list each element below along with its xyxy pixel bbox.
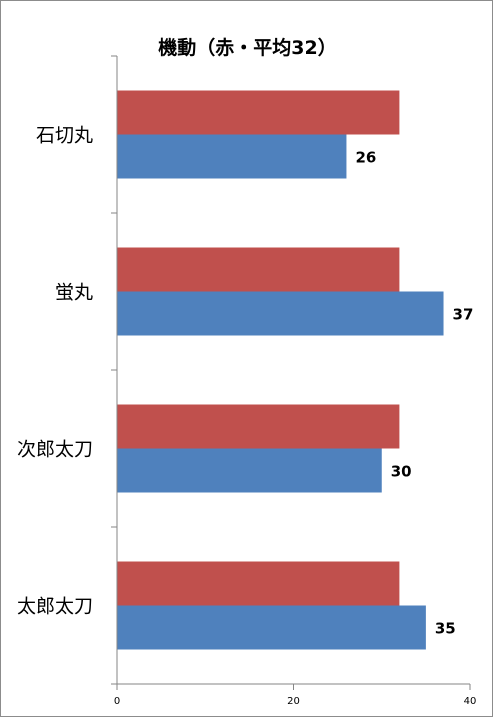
bar-red-3 xyxy=(117,404,400,449)
category-label-1: 石切丸 xyxy=(36,125,93,147)
category-label-3: 次郎太刀 xyxy=(17,439,93,461)
bar-blue-1 xyxy=(117,134,347,179)
data-label-1: 26 xyxy=(355,149,376,167)
bar-blue-2 xyxy=(117,291,444,336)
bar-blue-3 xyxy=(117,448,382,493)
bar-red-1 xyxy=(117,90,400,135)
category-label-2: 蛍丸 xyxy=(55,282,93,304)
x-tick-label-0: 0 xyxy=(114,696,120,707)
bar-red-4 xyxy=(117,561,400,606)
data-label-4: 35 xyxy=(435,620,456,638)
chart-title: 機動（赤・平均32） xyxy=(158,37,337,59)
x-tick-label-1: 20 xyxy=(287,696,300,707)
x-tick-label-2: 40 xyxy=(464,696,477,707)
bar-blue-4 xyxy=(117,605,426,650)
data-label-2: 37 xyxy=(453,306,474,324)
data-label-3: 30 xyxy=(391,463,412,481)
category-label-4: 太郎太刀 xyxy=(17,596,93,618)
bar-red-2 xyxy=(117,247,400,292)
